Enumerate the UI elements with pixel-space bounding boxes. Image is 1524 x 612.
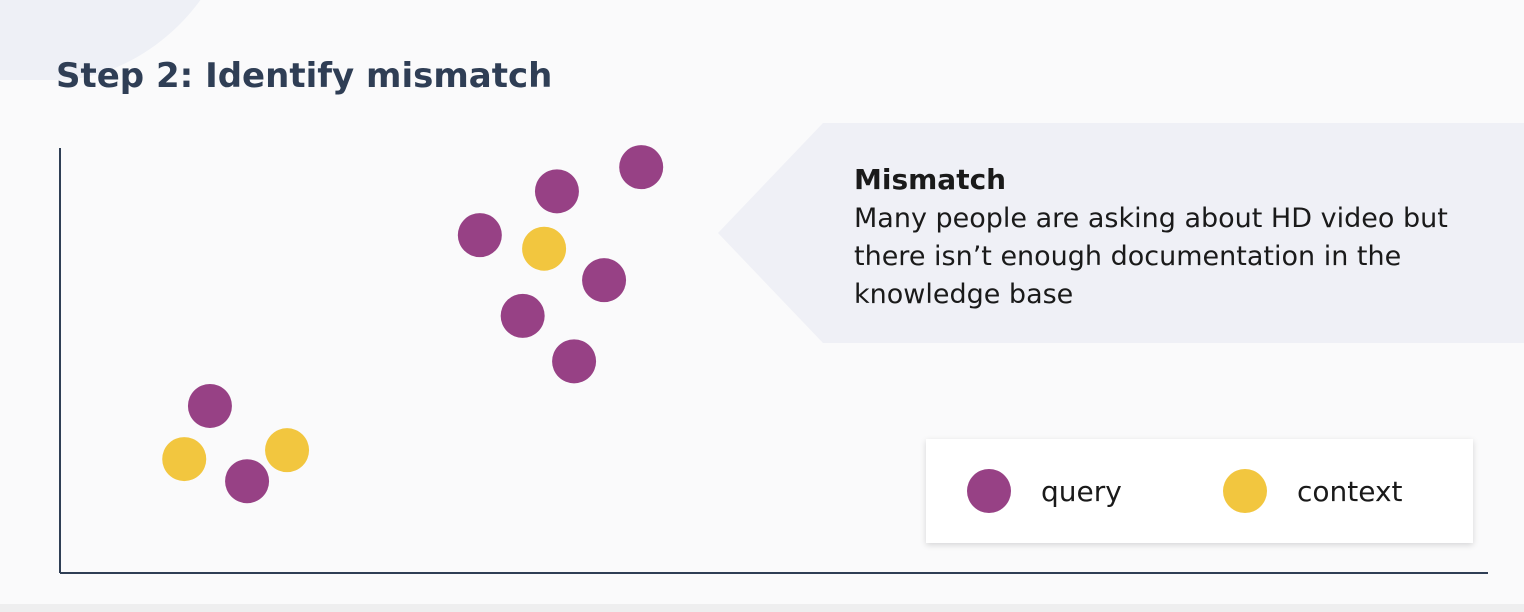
query-point-4 — [534, 169, 579, 214]
query-point-7 — [500, 293, 545, 338]
bottom-divider — [0, 604, 1524, 612]
chart-points — [162, 145, 664, 504]
legend-marker-query — [967, 469, 1011, 513]
page-title: Step 2: Identify mismatch — [56, 56, 553, 96]
chart-axes — [59, 148, 1488, 574]
legend-label-context: context — [1297, 474, 1403, 508]
query-point-3 — [457, 213, 502, 258]
legend: query context — [926, 439, 1473, 543]
legend-marker-context — [1223, 469, 1267, 513]
legend-label-query: query — [1041, 474, 1122, 508]
query-point-1 — [187, 383, 232, 428]
callout-box — [718, 123, 1524, 343]
query-point-6 — [582, 258, 627, 303]
legend-item-context: context — [1223, 439, 1403, 543]
legend-item-query: query — [967, 439, 1122, 543]
context-point-3 — [522, 226, 567, 271]
query-point-5 — [619, 145, 664, 190]
context-point-2 — [265, 428, 310, 473]
query-point-2 — [225, 459, 270, 504]
callout-text: Mismatch Many people are asking about HD… — [854, 160, 1504, 314]
callout-title: Mismatch — [854, 163, 1007, 196]
context-point-1 — [162, 437, 207, 482]
callout-body: Many people are asking about HD video bu… — [854, 203, 1448, 310]
query-point-8 — [552, 339, 597, 384]
